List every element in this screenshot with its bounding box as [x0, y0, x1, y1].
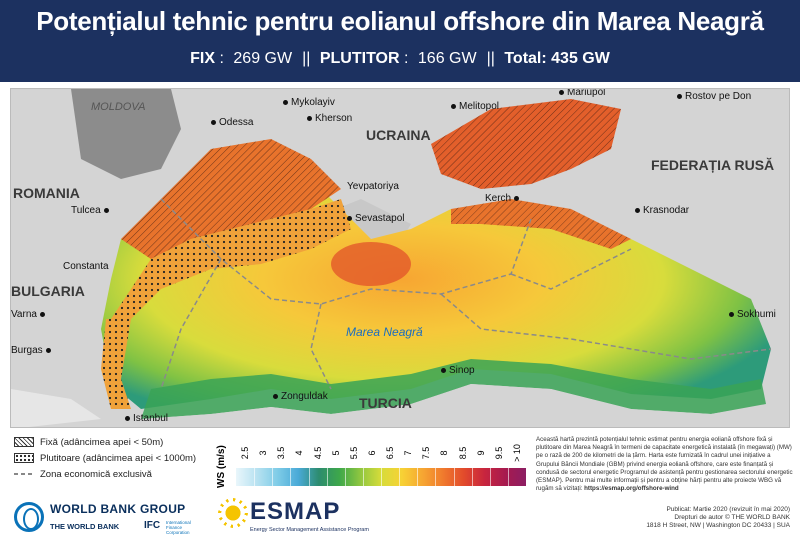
legend: Fixă (adâncimea apei < 50m) Plutitoare (…: [14, 434, 214, 482]
city-kerch: Kerch: [485, 193, 522, 204]
marmara-area: [11, 389, 101, 427]
map-graphic: [11, 89, 789, 427]
sea-label: Marea Neagră: [346, 325, 423, 339]
scale-tick: 2.5: [240, 446, 251, 460]
scale-tick: 9.5: [493, 446, 504, 460]
plutitor-label: PLUTITOR: [319, 50, 400, 67]
legend-floating: Plutitoare (adâncimea apei < 1000m): [14, 450, 214, 466]
city-constanta: Constanta: [63, 261, 109, 272]
map-description: Această hartă prezintă potențialul tehni…: [536, 436, 793, 493]
country-moldova: MOLDOVA: [91, 101, 146, 113]
scale-tick: > 10: [511, 444, 522, 462]
city-kherson: Kherson: [307, 113, 352, 124]
scale-tick: 5: [330, 450, 341, 456]
world-bank-logo: WORLD BANK GROUP THE WORLD BANK IFC Inte…: [14, 498, 204, 538]
country-turkey: TURCIA: [359, 395, 412, 411]
scale-bar: [236, 468, 526, 486]
fix-label: FIX: [190, 50, 216, 67]
sun-icon: [220, 500, 246, 526]
scale-tick: 7: [403, 450, 414, 456]
city-yevpatoriya: Yevpatoriya: [347, 181, 399, 192]
legend-fixed: Fixă (adâncimea apei < 50m): [14, 434, 214, 450]
plutitor-value: 166 GW: [417, 50, 477, 67]
scale-tick: 6: [366, 450, 377, 456]
moldova-area: [71, 89, 181, 179]
city-odessa: Odessa: [211, 117, 253, 128]
city-burgas: Burgas: [11, 345, 54, 356]
scale-tick: 4.5: [312, 446, 323, 460]
separator: ||: [486, 50, 495, 67]
scale-tick: 9: [475, 450, 486, 456]
country-romania: ROMANIA: [13, 185, 80, 201]
city-krasnodar: Krasnodar: [635, 205, 689, 216]
city-mykolayiv: Mykolayiv: [283, 97, 335, 108]
city-sinop: Sinop: [441, 365, 475, 376]
esmap-link[interactable]: https://esmap.org/offshore-wind: [584, 485, 679, 493]
city-sevastapol: Sevastapol: [347, 213, 404, 224]
publication-info: Publicat: Martie 2020 (revizuit în mai 2…: [646, 506, 790, 529]
logos: WORLD BANK GROUP THE WORLD BANK IFC Inte…: [14, 498, 394, 538]
city-sokhumi: Sokhumi: [729, 309, 776, 320]
separator: ||: [302, 50, 311, 67]
capacity-summary: FIX : 269 GW || PLUTITOR : 166 GW || Total…: [190, 50, 610, 67]
country-bulgaria: BULGARIA: [11, 283, 85, 299]
turkey-land: [11, 384, 789, 427]
city-istanbul: Istanbul: [125, 413, 168, 424]
header: Potențialul tehnic pentru eolianul offsh…: [0, 0, 800, 82]
low-wind-coast: [141, 359, 766, 419]
total-value: Total: 435 GW: [504, 50, 610, 67]
scale-tick: 4: [294, 450, 305, 456]
scale-tick: 5.5: [348, 446, 359, 460]
map: MOLDOVA UCRAINA ROMANIA FEDERAȚIA RUSĂ B…: [10, 88, 790, 428]
globe-icon: [14, 502, 44, 532]
wind-hotspot: [331, 242, 411, 286]
city-rostov: Rostov pe Don: [677, 91, 751, 102]
country-ukraine: UCRAINA: [366, 127, 431, 143]
scale-tick: 8: [439, 450, 450, 456]
scale-tick: 3.5: [276, 446, 287, 460]
scale-tick: 6.5: [385, 446, 396, 460]
scale-unit: WS (m/s): [216, 445, 227, 488]
country-russia: FEDERAȚIA RUSĂ: [651, 157, 775, 173]
scale-tick: 3: [258, 450, 269, 456]
legend-eez: Zona economică exclusivă: [14, 466, 214, 482]
scale-tick: 7.5: [421, 446, 432, 460]
eez-boundaries: [160, 198, 772, 390]
city-tulcea: Tulcea: [71, 205, 112, 216]
city-mariupol: Mariupol: [559, 89, 605, 98]
city-varna: Varna: [11, 309, 48, 320]
city-melitopol: Melitopol: [451, 101, 499, 112]
esmap-logo: ESMAP Energy Sector Management Assistanc…: [220, 498, 390, 538]
wind-speed-scale: WS (m/s) 2.5 3 3.5 4 4.5 5 5.5 6 6.5 7 7.5 8 8.5 9 9.5…: [216, 436, 526, 494]
page-title: Potențialul tehnic pentru eolianul offsh…: [36, 6, 764, 36]
city-zonguldak: Zonguldak: [273, 391, 328, 402]
scale-tick: 8.5: [457, 446, 468, 460]
fix-value: 269 GW: [233, 50, 293, 67]
